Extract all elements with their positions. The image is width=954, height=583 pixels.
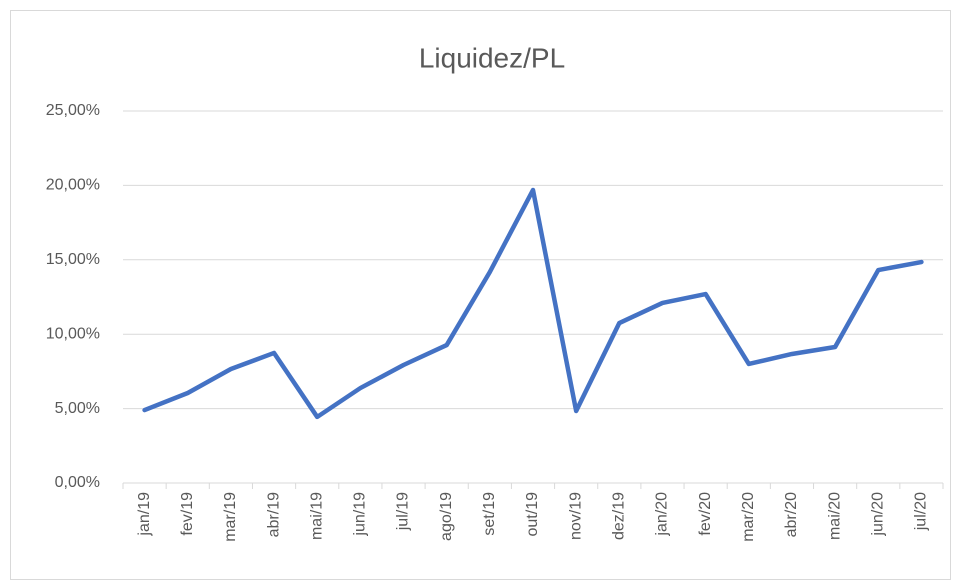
x-tick-label: abr/19 <box>265 492 282 537</box>
x-tick-label: jan/19 <box>136 492 153 537</box>
chart-title: Liquidez/PL <box>419 42 565 73</box>
x-tick-label: abr/20 <box>783 492 800 537</box>
x-tick-label: jan/20 <box>654 492 671 537</box>
y-tick-label: 0,00% <box>55 474 100 491</box>
x-tick-label: jul/20 <box>913 492 930 531</box>
x-tick-label: ago/19 <box>438 492 455 541</box>
x-tick-label: jun/20 <box>869 492 886 537</box>
x-tick-label: fev/19 <box>179 492 196 536</box>
line-series <box>142 187 924 420</box>
x-tick-label: jul/19 <box>395 492 412 531</box>
x-tick-label: mai/19 <box>308 492 325 540</box>
x-tick-label: mar/20 <box>740 492 757 542</box>
x-tick-label: jun/19 <box>352 492 369 537</box>
x-tick-label: out/19 <box>524 492 541 537</box>
x-tick-label: set/19 <box>481 492 498 536</box>
x-tick-label: nov/19 <box>567 492 584 540</box>
x-tick-label: mai/20 <box>826 492 843 540</box>
x-tick-label: mar/19 <box>222 492 239 542</box>
chart-border <box>10 10 951 580</box>
y-tick-label: 20,00% <box>46 177 100 194</box>
x-tick-label: dez/19 <box>611 492 628 540</box>
y-tick-label: 10,00% <box>46 325 100 342</box>
x-tick-label: fev/20 <box>697 492 714 536</box>
y-tick-label: 15,00% <box>46 251 100 268</box>
y-tick-label: 25,00% <box>46 102 100 119</box>
y-tick-label: 5,00% <box>55 400 100 417</box>
